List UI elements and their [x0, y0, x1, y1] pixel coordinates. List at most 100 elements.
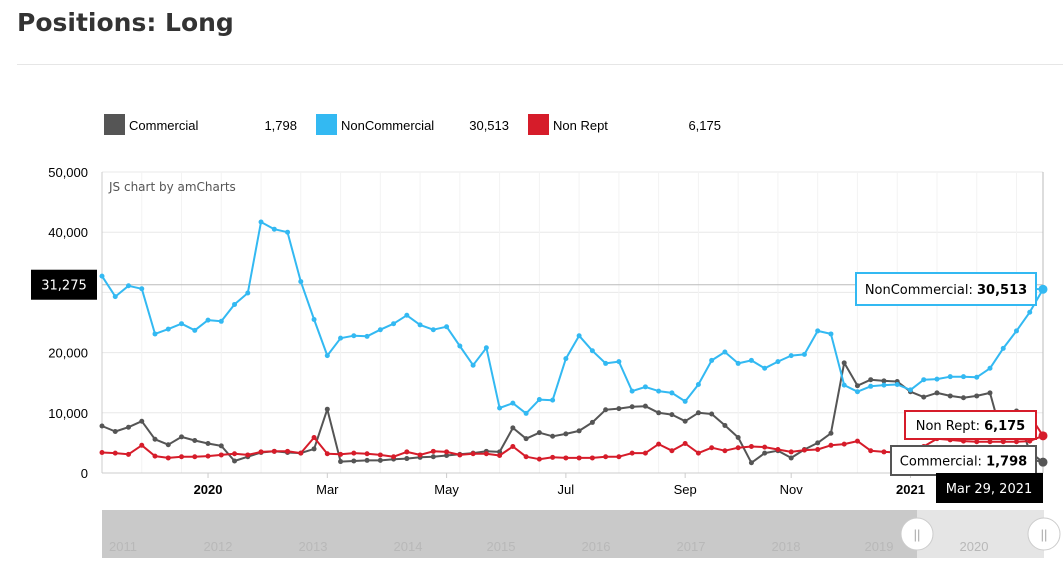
data-point-noncommercial — [99, 273, 105, 279]
data-point-noncommercial — [152, 331, 158, 337]
data-point-noncommercial — [735, 360, 741, 366]
data-point-non-rept — [324, 451, 330, 457]
data-point-noncommercial — [364, 333, 370, 339]
data-point-noncommercial — [112, 294, 118, 300]
data-point-noncommercial — [854, 389, 860, 395]
data-point-noncommercial — [576, 333, 582, 339]
x-tick-label: May — [434, 482, 459, 497]
data-point-non-rept — [709, 445, 715, 451]
legend-label-noncommercial: NonCommercial — [341, 118, 435, 133]
data-point-commercial — [748, 460, 754, 466]
data-point-commercial — [735, 434, 741, 440]
data-point-commercial — [377, 457, 383, 463]
data-point-commercial — [338, 459, 344, 465]
legend-swatch-noncommercial — [316, 114, 337, 135]
data-point-non-rept — [1013, 439, 1019, 445]
tooltip-label: NonCommercial: — [865, 283, 977, 298]
scrollbar-handle-right[interactable] — [1027, 517, 1061, 551]
data-point-noncommercial — [934, 376, 940, 382]
data-point-noncommercial — [881, 382, 887, 388]
x-tick-label: 2021 — [896, 482, 925, 497]
scrollbar[interactable]: 2011 2012 2013 2014 2015 2016 2017 2018 2019 2020… — [102, 510, 1061, 558]
data-point-commercial — [324, 406, 330, 412]
data-point-noncommercial — [139, 286, 145, 292]
data-point-non-rept — [338, 451, 344, 457]
data-point-noncommercial — [722, 349, 728, 355]
data-point-commercial — [165, 442, 171, 448]
data-point-noncommercial — [815, 328, 821, 334]
data-point-non-rept — [298, 450, 304, 456]
data-point-non-rept — [722, 448, 728, 454]
grid — [101, 171, 1043, 474]
data-point-noncommercial — [695, 382, 701, 388]
tooltip-value: 30,513 — [977, 283, 1027, 298]
data-point-noncommercial — [1000, 345, 1006, 351]
data-point-commercial — [669, 412, 675, 418]
data-point-non-rept — [563, 455, 569, 461]
data-point-noncommercial — [245, 290, 251, 296]
data-point-noncommercial — [801, 351, 807, 357]
cursor-value-label: 31,275 — [41, 279, 87, 294]
scrollbar-year-label: 2012 — [204, 539, 233, 554]
data-point-noncommercial — [629, 388, 635, 394]
data-point-commercial — [351, 458, 357, 464]
scrollbar-year-label: 2014 — [394, 539, 423, 554]
data-point-commercial — [934, 390, 940, 396]
cursor: 31,275 — [31, 172, 1044, 473]
scrollbar-handle-left[interactable] — [900, 517, 934, 551]
data-point-non-rept — [430, 448, 436, 454]
data-point-non-rept — [656, 441, 662, 447]
data-point-noncommercial — [417, 322, 423, 328]
data-point-noncommercial — [351, 333, 357, 339]
x-tick-label: Nov — [780, 482, 804, 497]
data-point-commercial — [709, 411, 715, 417]
data-point-noncommercial — [192, 327, 198, 333]
tooltip-box-noncommercial — [855, 272, 1037, 306]
data-point-commercial — [497, 449, 503, 455]
data-point-non-rept — [179, 454, 185, 460]
data-point-non-rept — [470, 451, 476, 457]
data-point-noncommercial — [748, 357, 754, 363]
data-point-commercial — [868, 377, 874, 383]
data-point-non-rept — [682, 441, 688, 447]
data-point-noncommercial — [603, 360, 609, 366]
scrollbar-year-label: 2017 — [677, 539, 706, 554]
data-point-noncommercial — [1013, 328, 1019, 334]
data-point-noncommercial — [762, 365, 768, 371]
data-point-noncommercial — [642, 384, 648, 390]
chart-credit[interactable]: JS chart by amCharts — [108, 180, 236, 194]
data-point-commercial — [682, 418, 688, 424]
data-point-commercial — [232, 458, 238, 464]
data-point-non-rept — [364, 451, 370, 457]
data-point-non-rept — [987, 439, 993, 445]
data-point-commercial — [112, 428, 118, 434]
data-point-non-rept — [1000, 439, 1006, 445]
legend-value-commercial: 1,798 — [264, 118, 297, 133]
data-point-noncommercial — [324, 353, 330, 359]
data-point-noncommercial — [258, 219, 264, 225]
data-point-non-rept — [589, 455, 595, 461]
data-point-noncommercial — [921, 377, 927, 383]
data-point-noncommercial — [444, 324, 450, 330]
data-point-commercial — [550, 433, 556, 439]
axes: 010,00020,00030,00040,00050,0002020MarMa… — [48, 165, 1043, 497]
data-point-non-rept — [377, 452, 383, 458]
data-point-noncommercial — [165, 326, 171, 332]
y-tick-label: 20,000 — [48, 346, 88, 361]
y-tick-label: 50,000 — [48, 165, 88, 180]
data-point-commercial — [444, 453, 450, 459]
tooltip-value: 6,175 — [984, 419, 1025, 434]
scrollbar-year-label: 2018 — [772, 539, 801, 554]
legend-label-non-rept: Non Rept — [553, 118, 608, 133]
data-point-noncommercial — [788, 353, 794, 359]
data-point-commercial — [536, 430, 542, 436]
tooltip-value: 1,798 — [986, 455, 1027, 470]
data-point-noncommercial — [947, 374, 953, 380]
data-point-noncommercial — [391, 321, 397, 327]
data-point-noncommercial — [563, 356, 569, 362]
tooltips: NonCommercial: 30,513 Non Rept: 6,175 Comm… — [855, 272, 1044, 503]
data-point-commercial — [139, 418, 145, 424]
data-point-commercial — [762, 450, 768, 456]
data-point-noncommercial — [907, 387, 913, 393]
